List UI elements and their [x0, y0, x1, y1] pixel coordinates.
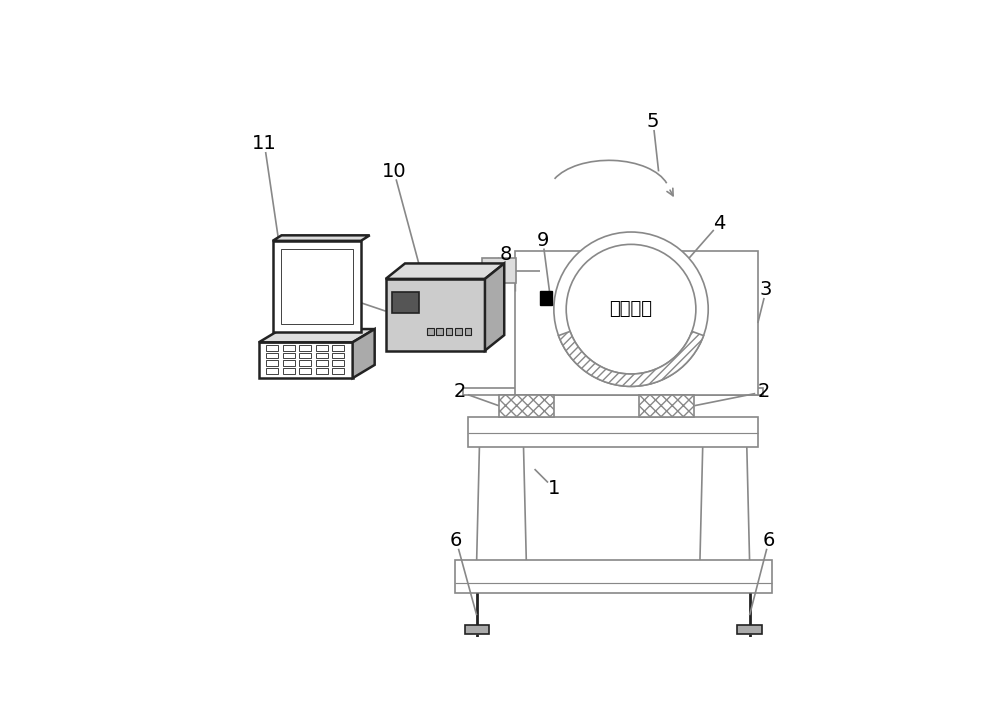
Bar	[299, 368, 311, 374]
Bar	[392, 292, 419, 314]
Bar	[283, 368, 295, 374]
Bar	[515, 251, 758, 395]
Bar	[332, 360, 344, 366]
Polygon shape	[353, 329, 375, 378]
Text: 2: 2	[757, 382, 770, 402]
Text: 5: 5	[647, 112, 659, 131]
Bar	[316, 353, 328, 358]
Text: 2: 2	[454, 382, 466, 402]
Text: 10: 10	[382, 162, 406, 181]
Bar	[283, 353, 295, 358]
Bar	[468, 417, 758, 447]
Text: 待测转子: 待测转子	[610, 300, 653, 318]
Bar	[639, 395, 694, 417]
Text: 9: 9	[537, 231, 549, 250]
Polygon shape	[386, 263, 504, 279]
Polygon shape	[259, 342, 353, 378]
Text: 4: 4	[713, 214, 725, 233]
Bar	[266, 360, 278, 366]
Polygon shape	[273, 236, 370, 241]
Bar	[316, 360, 328, 366]
Circle shape	[554, 232, 708, 387]
Bar	[737, 624, 762, 634]
Bar	[465, 328, 471, 335]
Bar	[427, 328, 434, 335]
Bar	[283, 360, 295, 366]
Bar	[455, 560, 772, 593]
Text: 8: 8	[499, 245, 512, 263]
Text: 1: 1	[548, 479, 560, 498]
Bar	[332, 368, 344, 374]
Wedge shape	[559, 332, 704, 387]
Polygon shape	[259, 329, 375, 342]
Bar	[281, 249, 353, 324]
Text: 6: 6	[450, 531, 462, 551]
Bar	[266, 368, 278, 374]
Bar	[446, 328, 452, 335]
Polygon shape	[273, 241, 361, 332]
Polygon shape	[485, 263, 504, 351]
Bar	[436, 328, 443, 335]
Bar	[499, 395, 554, 417]
Bar	[299, 353, 311, 358]
Text: 11: 11	[252, 135, 277, 153]
Circle shape	[566, 244, 696, 374]
Bar	[299, 360, 311, 366]
Bar	[316, 368, 328, 374]
Text: 3: 3	[760, 281, 772, 299]
Bar	[266, 345, 278, 351]
Bar	[465, 624, 489, 634]
Bar	[299, 345, 311, 351]
Bar	[332, 345, 344, 351]
Bar	[283, 345, 295, 351]
Bar	[482, 258, 516, 283]
Text: 6: 6	[763, 531, 775, 551]
Bar	[332, 353, 344, 358]
Bar	[316, 345, 328, 351]
Bar	[540, 291, 552, 305]
Bar	[386, 279, 485, 351]
Bar	[463, 388, 763, 395]
Bar	[455, 328, 462, 335]
Bar	[266, 353, 278, 358]
